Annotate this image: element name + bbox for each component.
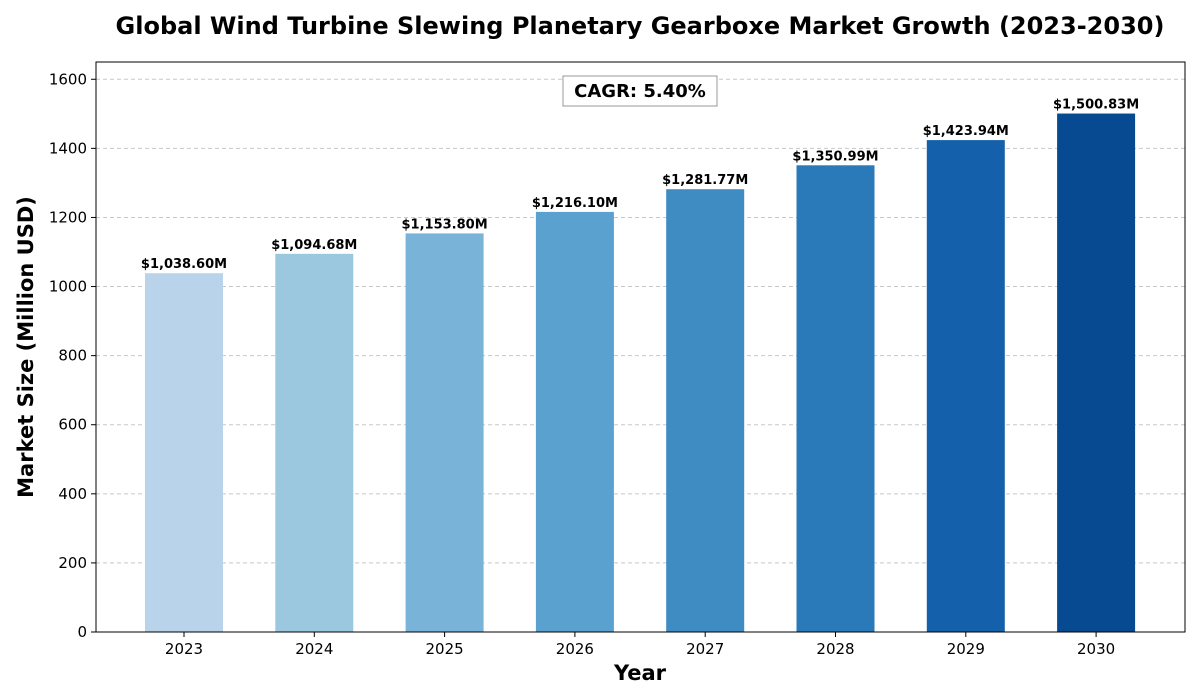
data-label-2025: $1,153.80M	[402, 217, 488, 232]
x-tick-label-2028: 2028	[816, 640, 854, 658]
bars	[145, 113, 1136, 633]
cagr-box	[562, 75, 718, 107]
bar-2028	[796, 165, 875, 632]
y-tick-label: 400	[58, 485, 87, 503]
data-label-2029: $1,423.94M	[923, 124, 1009, 139]
x-tick-label-2023: 2023	[165, 640, 203, 658]
data-label-2030: $1,500.83M	[1053, 98, 1139, 113]
x-tick-label-2029: 2029	[947, 640, 985, 658]
cagr-text: CAGR: 5.40%	[574, 81, 706, 102]
y-tick-label: 1600	[49, 70, 87, 88]
x-tick-label-2026: 2026	[556, 640, 594, 658]
y-tick-label: 1000	[49, 278, 87, 296]
chart-title: Global Wind Turbine Slewing Planetary Ge…	[116, 12, 1165, 40]
data-label-2027: $1,281.77M	[662, 173, 748, 188]
bar-2024	[275, 253, 354, 632]
x-axis-label: Year	[613, 661, 667, 685]
x-tick-label-2030: 2030	[1077, 640, 1115, 658]
bar-2029	[926, 140, 1005, 633]
y-tick-label: 0	[77, 623, 87, 641]
x-tick-label-2027: 2027	[686, 640, 724, 658]
y-axis-ticks: 0 200 400 600 800 1000 1200 1400 1600	[49, 70, 96, 641]
y-axis-label: Market Size (Million USD)	[14, 196, 38, 498]
data-label-2026: $1,216.10M	[532, 196, 618, 211]
bar-2030	[1057, 113, 1136, 633]
bar-2026	[535, 211, 614, 632]
data-label-2024: $1,094.68M	[271, 238, 357, 253]
grid-lines	[96, 78, 1185, 564]
y-tick-label: 800	[58, 347, 87, 365]
data-labels: $1,038.60M $1,094.68M $1,153.80M $1,216.10M…	[141, 98, 1139, 273]
x-axis-ticks: 2023 2024 2025 2026 2027 2028 2029 2030	[165, 632, 1115, 658]
y-tick-label: 1400	[49, 139, 87, 157]
bar-2025	[405, 233, 484, 632]
bar-2023	[145, 273, 223, 632]
y-tick-label: 600	[58, 416, 87, 434]
x-tick-label-2025: 2025	[426, 640, 464, 658]
y-tick-label: 200	[58, 554, 87, 572]
cagr-annotation: CAGR: 5.40%	[562, 75, 718, 107]
data-label-2028: $1,350.99M	[792, 149, 878, 164]
plot-frame	[95, 61, 1186, 633]
y-tick-label: 1200	[49, 208, 87, 226]
x-tick-label-2024: 2024	[295, 640, 333, 658]
data-label-2023: $1,038.60M	[141, 257, 227, 272]
bar-2027	[666, 189, 745, 632]
